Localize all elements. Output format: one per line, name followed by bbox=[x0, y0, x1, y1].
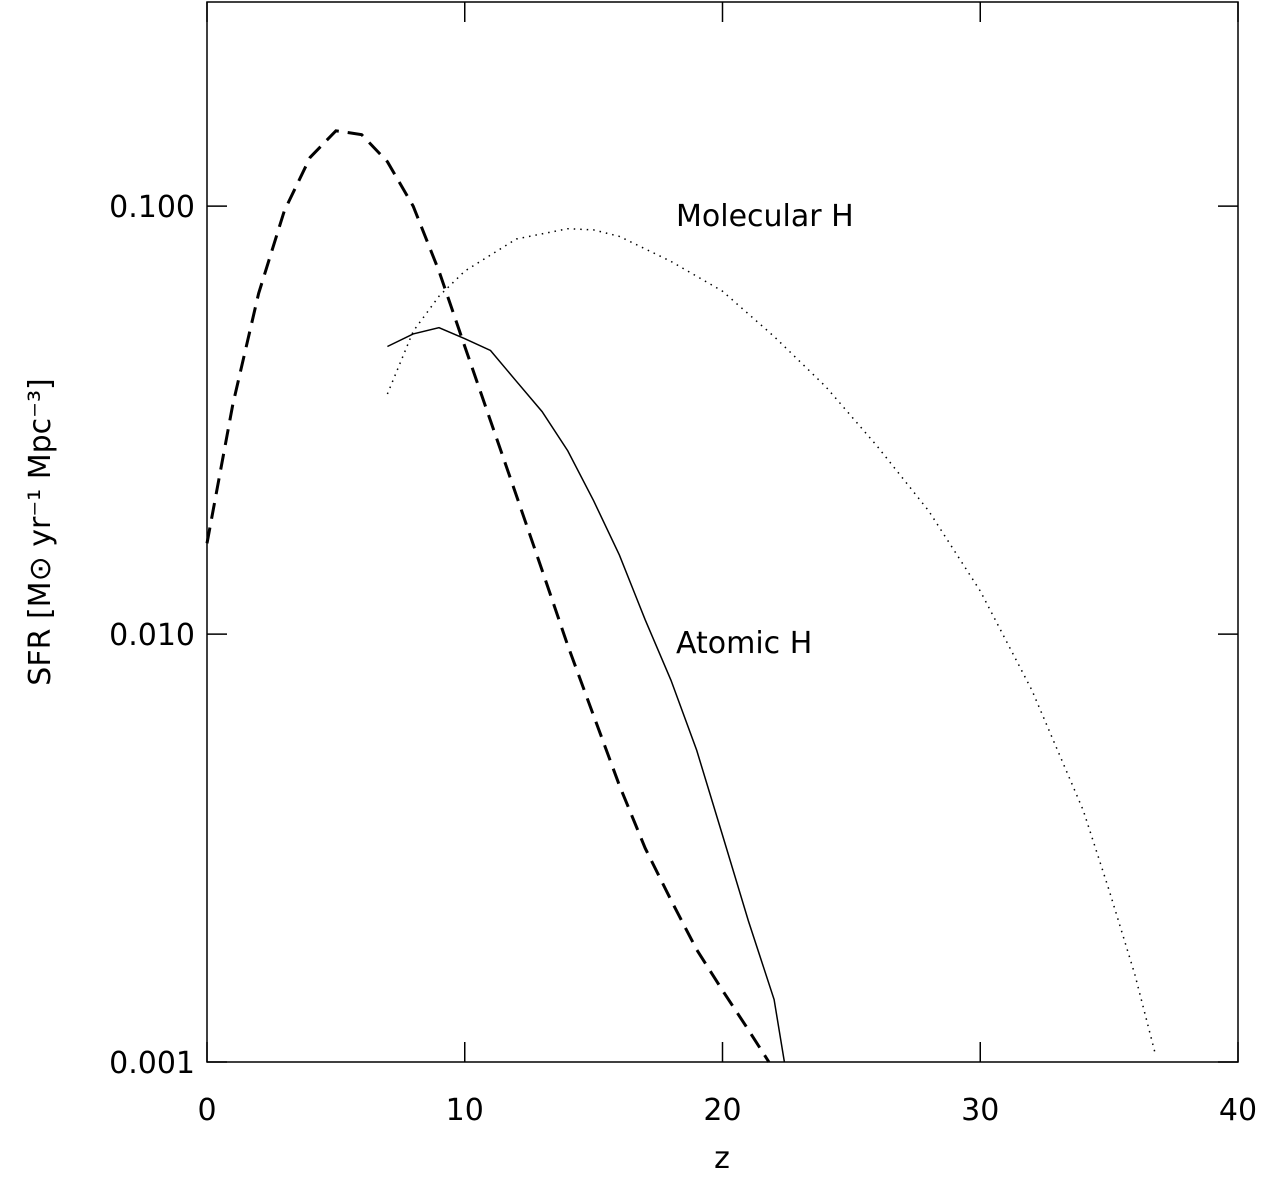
x-tick-label: 20 bbox=[703, 1093, 741, 1128]
x-tick-label: 10 bbox=[446, 1093, 484, 1128]
series-label: Atomic H bbox=[676, 626, 812, 661]
y-axis-title: SFR [M⊙ yr⁻¹ Mpc⁻³] bbox=[23, 378, 58, 685]
x-axis-title: z bbox=[714, 1141, 730, 1176]
x-tick-label: 30 bbox=[961, 1093, 999, 1128]
x-tick-label: 0 bbox=[197, 1093, 216, 1128]
y-tick-label: 0.100 bbox=[109, 190, 195, 225]
series-line bbox=[387, 326, 786, 1063]
series-line bbox=[205, 129, 771, 1063]
plot-frame bbox=[206, 1, 1239, 1063]
y-tick-label: 0.010 bbox=[109, 618, 195, 653]
y-tick-label: 0.001 bbox=[109, 1046, 195, 1081]
series-line bbox=[386, 227, 1157, 1055]
x-tick-label: 40 bbox=[1219, 1093, 1257, 1128]
series-label: Molecular H bbox=[676, 199, 854, 234]
